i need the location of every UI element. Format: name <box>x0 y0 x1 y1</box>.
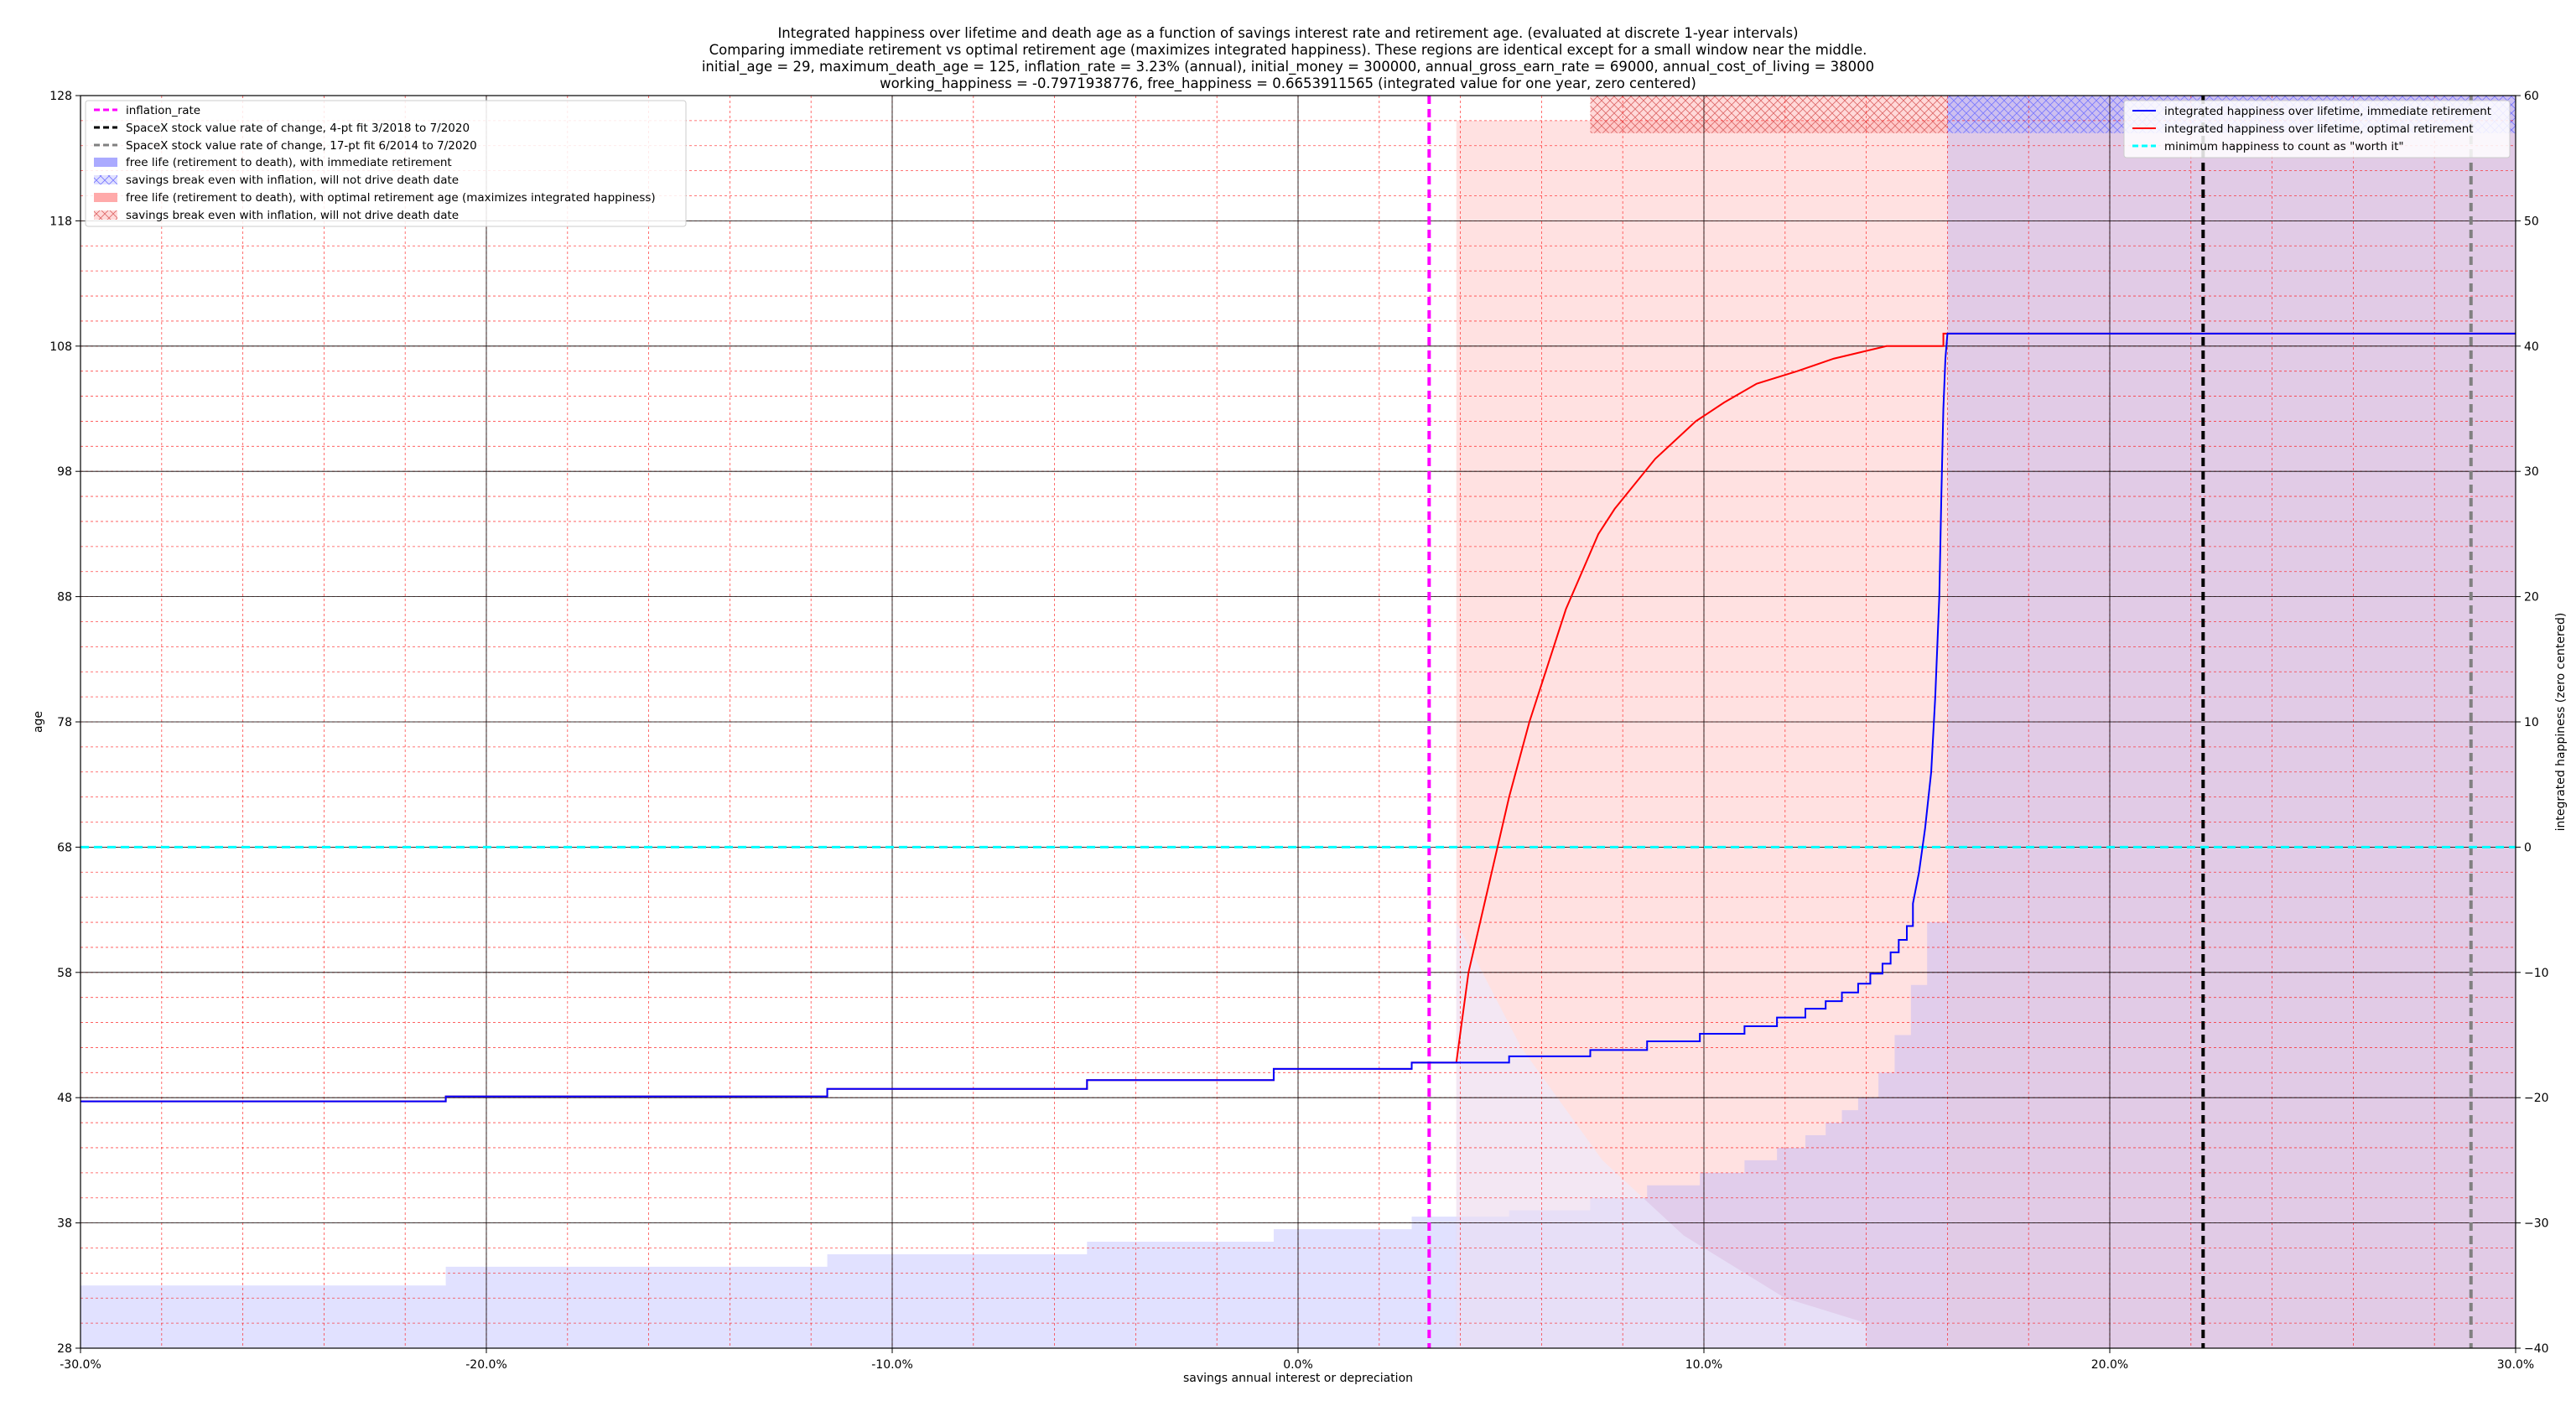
y-axis-left-label: age <box>32 711 45 733</box>
legend-entry-optimal: integrated happiness over lifetime, opti… <box>2164 122 2474 136</box>
x-tick-label: -10.0% <box>871 1358 913 1372</box>
legend-entry-worth-it: minimum happiness to count as "worth it" <box>2164 140 2404 153</box>
legend-swatch-free-optimal <box>94 193 117 202</box>
y-left-tick-label: 108 <box>49 340 72 354</box>
y-right-tick-label: 0 <box>2524 841 2532 854</box>
legend-left-box <box>85 100 687 227</box>
region-free-optimal <box>1456 120 1948 1348</box>
legend-entry-breakeven-red: savings break even with inflation, will … <box>126 209 459 222</box>
legend-swatch-free-immediate <box>94 158 117 167</box>
y-right-tick-label: 40 <box>2524 340 2539 354</box>
legend-swatch-breakeven-red <box>94 210 117 220</box>
series-lines <box>80 332 2516 1103</box>
x-tick-label: -30.0% <box>60 1358 101 1372</box>
legend-entry-inflation: inflation_rate <box>126 104 200 117</box>
legend-swatch-breakeven-blue <box>94 175 117 184</box>
x-axis-label: savings annual interest or depreciation <box>1183 1372 1413 1385</box>
x-tick-label: 10.0% <box>1685 1358 1722 1372</box>
y-right-tick-label: −30 <box>2524 1217 2549 1231</box>
title-line-3: initial_age = 29, maximum_death_age = 12… <box>701 59 1875 75</box>
legend-entry-spacex-4pt: SpaceX stock value rate of change, 4-pt … <box>126 122 470 135</box>
legend-entry-breakeven-blue: savings break even with inflation, will … <box>126 174 459 187</box>
x-tick-label: 0.0% <box>1283 1358 1313 1372</box>
legend-entry-immediate: integrated happiness over lifetime, imme… <box>2164 105 2491 118</box>
y-right-tick-label: 10 <box>2524 716 2539 729</box>
y-left-tick-label: 98 <box>57 465 72 479</box>
y-right-tick-label: 20 <box>2524 591 2539 605</box>
region-gap <box>1456 922 1867 1348</box>
y-right-tick-label: 50 <box>2524 215 2539 228</box>
legend-entry-free-immediate: free life (retirement to death), with im… <box>126 156 452 169</box>
y-left-tick-label: 68 <box>57 841 72 854</box>
title-line-4: working_happiness = -0.7971938776, free_… <box>880 75 1696 91</box>
y-left-tick-label: 58 <box>57 967 72 980</box>
title-line-2: Comparing immediate retirement vs optima… <box>709 42 1867 58</box>
y-left-tick-label: 78 <box>57 716 72 729</box>
chart-title: Integrated happiness over lifetime and d… <box>0 25 2576 92</box>
legend-right-box <box>2123 100 2511 158</box>
y-right-tick-label: −10 <box>2524 967 2549 980</box>
y-left-tick-label: 28 <box>57 1342 72 1356</box>
y-left-tick-label: 88 <box>57 591 72 605</box>
title-line-1: Integrated happiness over lifetime and d… <box>777 25 1799 41</box>
vertical-reference-lines <box>1427 96 2473 1348</box>
y-axis-right-label: integrated happiness (zero centered) <box>2554 613 2568 832</box>
y-left-tick-label: 48 <box>57 1092 72 1105</box>
series-immediate-retirement <box>80 332 2516 1103</box>
y-right-tick-label: 60 <box>2524 90 2539 103</box>
y-right-tick-label: −20 <box>2524 1092 2549 1105</box>
x-tick-label: 20.0% <box>2091 1358 2128 1372</box>
legend-left: inflation_rate SpaceX stock value rate o… <box>85 100 687 227</box>
x-tick-label: -20.0% <box>465 1358 507 1372</box>
axis-ticks: -30.0% -20.0% -10.0% 0.0% 10.0% 20.0% 30.0% 28 3… <box>49 90 2548 1372</box>
legend-right: integrated happiness over lifetime, imme… <box>2123 100 2511 158</box>
y-right-tick-label: 30 <box>2524 465 2539 479</box>
y-left-tick-label: 128 <box>49 90 72 103</box>
y-left-tick-label: 118 <box>49 215 72 228</box>
x-tick-label: 30.0% <box>2497 1358 2534 1372</box>
legend-entry-free-optimal: free life (retirement to death), with op… <box>126 191 656 205</box>
y-left-tick-label: 38 <box>57 1217 72 1231</box>
y-right-tick-label: −40 <box>2524 1342 2549 1356</box>
region-breakeven-red <box>1590 96 1948 133</box>
legend-entry-spacex-17pt: SpaceX stock value rate of change, 17-pt… <box>126 139 477 153</box>
